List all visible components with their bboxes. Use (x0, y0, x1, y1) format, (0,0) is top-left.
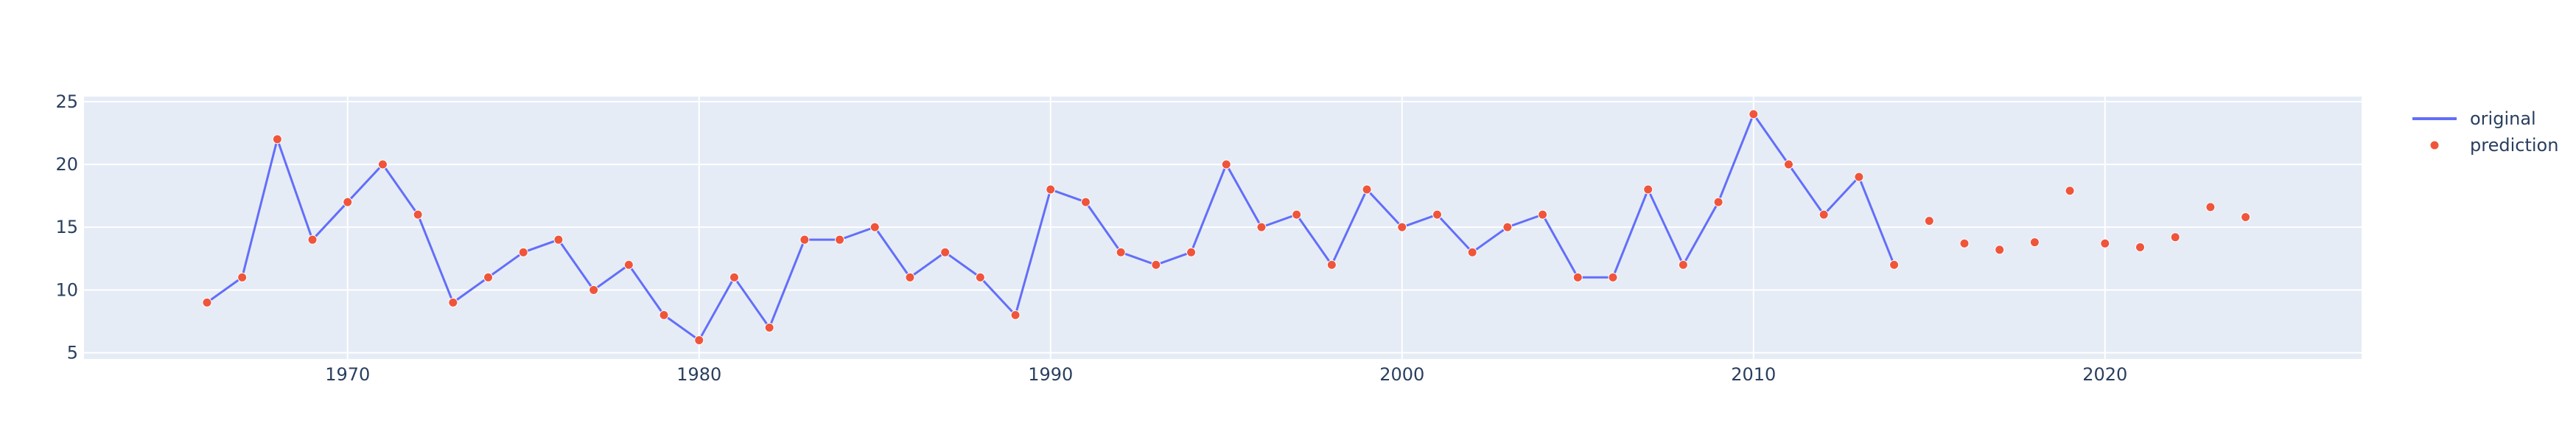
series-points (202, 109, 2251, 345)
data-point-original (518, 247, 528, 257)
data-point-original (835, 234, 845, 245)
data-point-original (975, 272, 985, 282)
legend-item-original[interactable]: original (2412, 108, 2536, 129)
legend-label-prediction: prediction (2470, 135, 2558, 156)
data-point-prediction (2241, 212, 2251, 223)
data-point-original (1397, 222, 1407, 232)
data-point-original (1643, 184, 1653, 195)
data-point-original (377, 159, 388, 170)
legend-item-prediction[interactable]: prediction (2429, 135, 2558, 156)
data-point-prediction (2135, 242, 2145, 252)
data-point-original (1678, 259, 1688, 270)
y-tick-label: 25 (55, 91, 78, 112)
data-point-original (659, 310, 669, 320)
data-point-prediction (1924, 216, 1934, 226)
data-point-original (272, 134, 282, 144)
data-point-original (1749, 109, 1759, 119)
x-tick-label: 2020 (2082, 364, 2127, 385)
x-tick-label: 1970 (325, 364, 370, 385)
data-point-original (799, 234, 810, 245)
data-point-original (1080, 197, 1091, 207)
data-point-original (483, 272, 494, 282)
data-point-original (553, 234, 564, 245)
data-point-prediction (1995, 245, 2005, 255)
data-point-prediction (2205, 202, 2216, 212)
legend-marker-swatch (2429, 140, 2440, 150)
x-axis-ticks: 1970 1980 1990 2000 2010 2020 (325, 364, 2127, 385)
data-point-original (1326, 259, 1337, 270)
data-point-original (1186, 247, 1197, 257)
y-axis-ticks: 5 10 15 20 25 (55, 91, 78, 363)
data-point-original (237, 272, 248, 282)
data-point-prediction (2065, 186, 2075, 196)
data-point-original (1854, 172, 1864, 182)
data-point-original (1221, 159, 1231, 170)
x-tick-label: 1980 (676, 364, 721, 385)
data-point-original (1362, 184, 1372, 195)
y-tick-label: 10 (55, 279, 78, 300)
data-point-original (1889, 259, 1900, 270)
data-point-prediction (2100, 238, 2110, 248)
x-tick-label: 2010 (1731, 364, 1776, 385)
data-point-original (1783, 159, 1793, 170)
data-point-original (448, 297, 458, 307)
data-point-original (413, 209, 423, 220)
data-point-original (1256, 222, 1267, 232)
data-point-original (202, 297, 212, 307)
x-tick-label: 1990 (1028, 364, 1073, 385)
data-point-original (905, 272, 915, 282)
data-point-original (1010, 310, 1021, 320)
data-point-original (343, 197, 353, 207)
data-point-original (1502, 222, 1513, 232)
data-point-original (940, 247, 951, 257)
data-point-original (1432, 209, 1442, 220)
data-point-original (589, 285, 599, 295)
data-point-original (1467, 247, 1477, 257)
y-tick-label: 20 (55, 154, 78, 175)
data-point-prediction (2029, 237, 2040, 248)
data-point-original (1608, 272, 1618, 282)
data-point-original (1572, 272, 1583, 282)
data-point-original (869, 222, 880, 232)
data-point-original (729, 272, 739, 282)
y-tick-label: 15 (55, 217, 78, 237)
data-point-original (1292, 209, 1302, 220)
data-point-original (1151, 259, 1161, 270)
data-point-original (307, 234, 318, 245)
data-point-original (1116, 247, 1126, 257)
legend[interactable]: original prediction (2412, 108, 2558, 156)
y-tick-label: 5 (67, 342, 78, 363)
data-point-original (623, 259, 634, 270)
data-point-original (1538, 209, 1548, 220)
x-tick-label: 2000 (1379, 364, 1424, 385)
data-point-original (1046, 184, 1056, 195)
data-point-original (694, 335, 704, 345)
data-point-original (1713, 197, 1723, 207)
legend-label-original: original (2470, 108, 2536, 129)
data-point-original (1819, 209, 1829, 220)
data-point-original (764, 322, 774, 332)
data-point-prediction (1959, 238, 1970, 248)
data-point-prediction (2170, 232, 2180, 243)
